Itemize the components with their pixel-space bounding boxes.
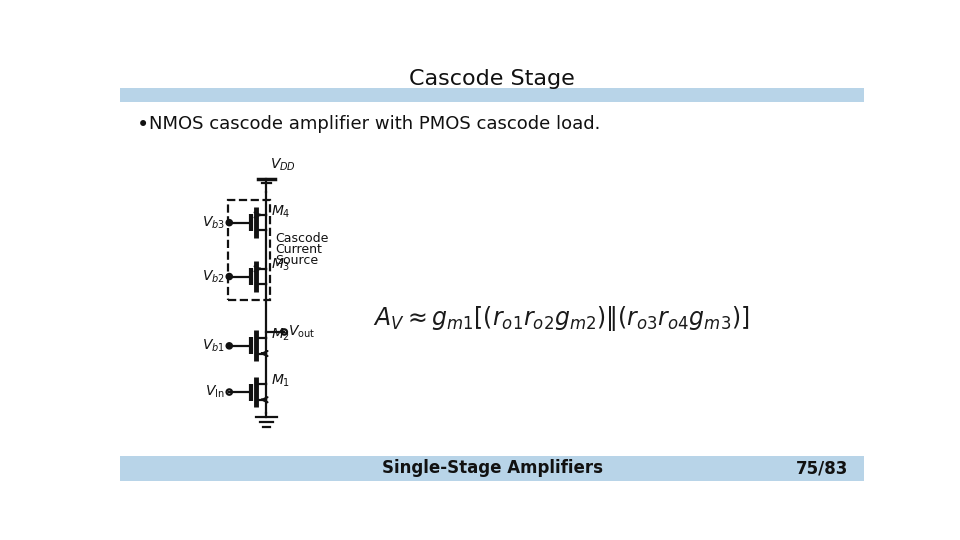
Circle shape — [227, 343, 232, 349]
Text: Cascode: Cascode — [275, 232, 328, 245]
Bar — [228, 200, 271, 300]
Bar — [120, 88, 864, 102]
Text: $M_2$: $M_2$ — [271, 326, 290, 343]
Text: 75/83: 75/83 — [796, 460, 849, 477]
Circle shape — [227, 220, 232, 226]
Text: $M_1$: $M_1$ — [271, 373, 290, 389]
Text: $V_{DD}$: $V_{DD}$ — [270, 156, 296, 173]
Text: $M_3$: $M_3$ — [271, 257, 291, 273]
Text: Current: Current — [275, 243, 322, 256]
Text: •: • — [137, 115, 150, 135]
Text: $A_V \approx g_{m1}[(r_{o1}r_{o2}g_{m2})\|(r_{o3}r_{o4}g_{m3})]$: $A_V \approx g_{m1}[(r_{o1}r_{o2}g_{m2})… — [373, 305, 750, 333]
Text: Single-Stage Amplifiers: Single-Stage Amplifiers — [381, 460, 603, 477]
Text: Source: Source — [275, 254, 318, 267]
Text: Cascode Stage: Cascode Stage — [409, 69, 575, 89]
Text: $V_{\mathrm{out}}$: $V_{\mathrm{out}}$ — [288, 324, 316, 340]
Text: $V_{b2}$: $V_{b2}$ — [202, 268, 225, 285]
Text: $V_{\mathrm{In}}$: $V_{\mathrm{In}}$ — [204, 384, 225, 400]
Text: $V_{b3}$: $V_{b3}$ — [202, 214, 225, 231]
Circle shape — [227, 273, 232, 280]
Bar — [120, 456, 864, 481]
Text: $V_{b1}$: $V_{b1}$ — [202, 338, 225, 354]
Text: $M_4$: $M_4$ — [271, 203, 291, 220]
Bar — [120, 65, 864, 97]
Text: NMOS cascode amplifier with PMOS cascode load.: NMOS cascode amplifier with PMOS cascode… — [150, 115, 601, 133]
